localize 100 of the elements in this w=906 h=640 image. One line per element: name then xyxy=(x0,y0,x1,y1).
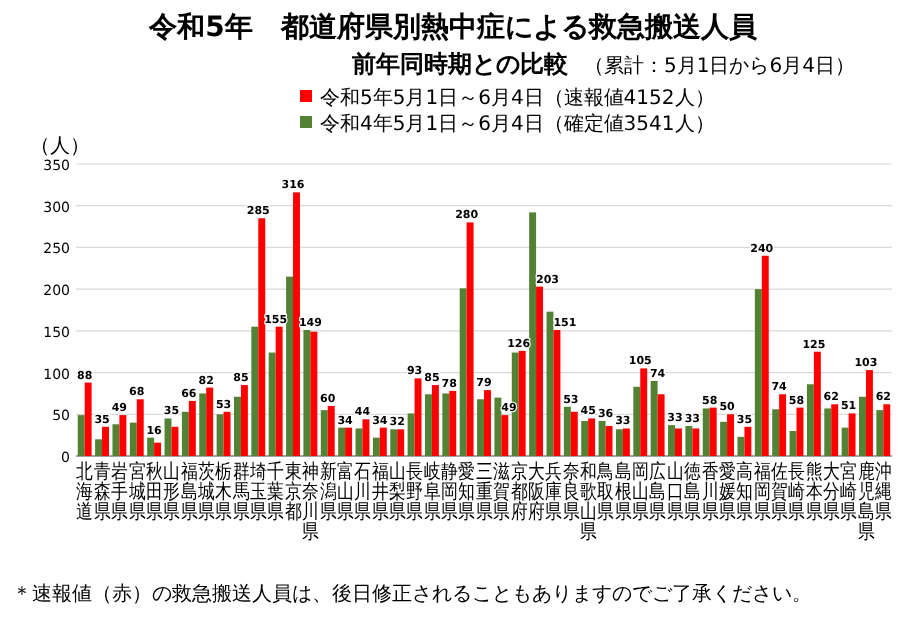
bar xyxy=(216,414,224,456)
bar xyxy=(154,442,162,456)
bar xyxy=(588,418,596,456)
x-tick-label: 島根県 xyxy=(614,460,632,525)
x-tick-label: 福岡県 xyxy=(753,460,770,525)
bar xyxy=(806,384,814,456)
bar xyxy=(303,330,311,456)
bar xyxy=(95,439,103,456)
bar xyxy=(598,420,606,456)
x-tick-label: 秋田県 xyxy=(145,460,163,525)
bar xyxy=(431,385,439,456)
bar xyxy=(147,437,155,456)
x-tick-label: 新潟県 xyxy=(319,460,336,525)
legend-label: 令和5年5月1日～6月4日（速報値4152人） xyxy=(320,86,715,110)
bar xyxy=(449,390,457,456)
bar xyxy=(84,382,92,456)
x-tick-label: 奈良県 xyxy=(562,460,579,525)
x-tick-label: 静岡県 xyxy=(441,460,458,525)
x-tick-label: 佐賀県 xyxy=(770,460,788,525)
chart-title: 令和5年 都道府県別熱中症による救急搬送人員 xyxy=(147,10,759,44)
bar xyxy=(692,428,700,456)
bar xyxy=(102,426,109,456)
bar xyxy=(518,350,526,456)
x-tick-label: 長野県 xyxy=(406,460,423,525)
bar xyxy=(181,411,189,456)
x-tick-label: 富山県 xyxy=(336,460,354,525)
bar xyxy=(529,212,537,456)
bar xyxy=(813,351,821,456)
text: （累計：5月1日から6月4日） xyxy=(584,54,855,78)
x-tick-label: 沖縄県 xyxy=(873,460,892,525)
chart-subtitle: 前年同時期との比較 xyxy=(350,50,570,78)
x-tick-label: 徳島県 xyxy=(684,460,701,525)
x-tick-label: 鳥取県 xyxy=(595,460,614,525)
bar xyxy=(379,427,387,456)
bar xyxy=(136,399,144,456)
bar xyxy=(754,289,762,456)
bar xyxy=(883,404,891,456)
x-tick-label: 茨城県 xyxy=(196,460,215,525)
bar xyxy=(563,406,571,456)
x-tick-label: 埼玉県 xyxy=(248,460,267,525)
bar xyxy=(171,426,179,456)
bar xyxy=(848,413,856,456)
bar xyxy=(570,411,578,456)
x-tick-label: 青森県 xyxy=(93,460,111,525)
bar xyxy=(865,370,873,456)
bar xyxy=(859,396,866,456)
bar xyxy=(553,330,561,456)
bar xyxy=(459,288,467,456)
x-tick-label: 三重県 xyxy=(475,460,493,525)
bar xyxy=(702,408,710,456)
bar xyxy=(223,411,231,456)
x-tick-label: 宮崎県 xyxy=(840,460,857,525)
bar xyxy=(841,427,849,456)
legend-label: 令和4年5月1日～6月4日（確定値3541人） xyxy=(320,112,715,136)
bar xyxy=(407,413,415,456)
bar xyxy=(685,425,693,456)
bar xyxy=(258,218,266,456)
bar xyxy=(727,414,735,456)
bar xyxy=(240,385,248,456)
x-tick-label: 香川県 xyxy=(701,460,718,525)
bar xyxy=(737,436,745,456)
bar xyxy=(772,409,780,456)
x-tick-label: 山梨県 xyxy=(389,460,406,525)
x-tick-label: 大分県 xyxy=(823,460,840,525)
x-tick-label: 石川県 xyxy=(354,460,371,525)
x-tick-label: 千葉県 xyxy=(267,460,284,525)
bar xyxy=(362,419,370,456)
bar xyxy=(275,326,283,456)
bar xyxy=(345,427,353,456)
x-tick-label: 山形県 xyxy=(163,460,180,525)
bar xyxy=(650,380,658,456)
bar xyxy=(251,326,259,456)
x-tick-label: 兵庫県 xyxy=(545,460,562,525)
x-tick-label: 長崎県 xyxy=(788,460,805,525)
x-tick-label: 京都府 xyxy=(510,460,527,525)
x-tick-label: 高知県 xyxy=(736,460,753,525)
bar xyxy=(320,410,328,456)
x-tick-label: 宮城県 xyxy=(126,460,145,525)
bar xyxy=(77,415,85,456)
bar xyxy=(494,397,502,456)
bar xyxy=(779,394,787,456)
bar xyxy=(536,286,544,456)
x-tick-label: 和歌山県 xyxy=(579,460,597,545)
bar xyxy=(824,408,832,456)
bar xyxy=(338,427,346,456)
bar xyxy=(293,192,300,456)
bar xyxy=(112,424,120,456)
bar xyxy=(477,399,484,456)
x-tick-label: 熊本県 xyxy=(805,460,823,525)
x-tick-label: 愛知県 xyxy=(458,460,475,525)
bar xyxy=(484,390,491,456)
x-tick-label: 広島県 xyxy=(649,460,666,525)
x-tick-label: 滋賀県 xyxy=(493,460,510,525)
y-axis-title: （人） xyxy=(30,136,90,158)
bar xyxy=(876,410,884,456)
bar xyxy=(268,352,276,456)
bar xyxy=(310,331,318,456)
bar xyxy=(761,255,769,456)
bar xyxy=(831,404,839,456)
x-tick-label: 愛媛県 xyxy=(718,460,736,525)
